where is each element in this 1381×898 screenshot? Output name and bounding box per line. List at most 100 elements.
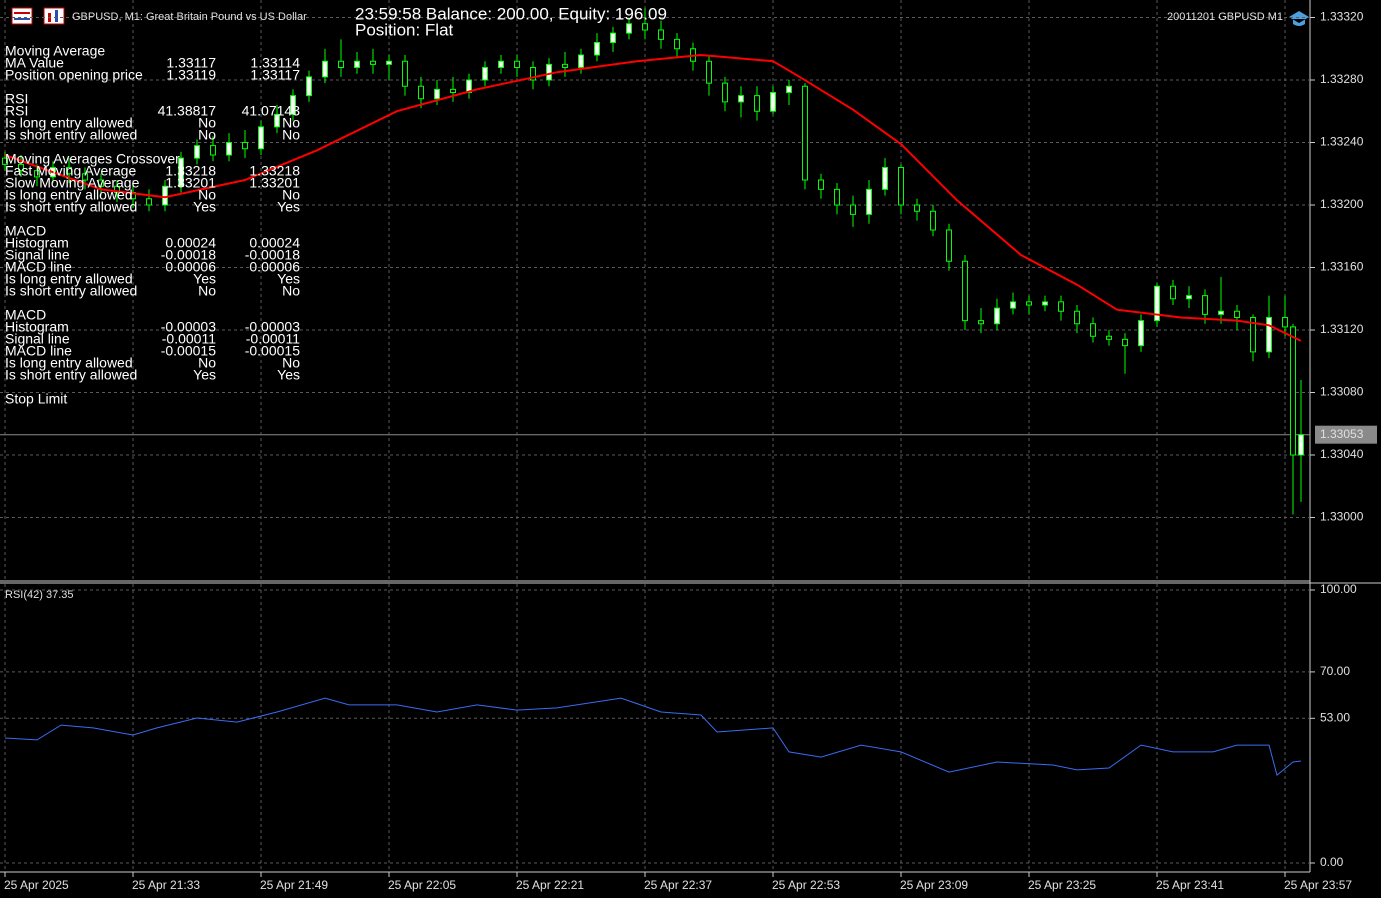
info-value: -0.00018: [245, 247, 300, 263]
info-group-title: Moving Averages Crossover: [5, 151, 180, 167]
info-value: 1.33218: [165, 163, 216, 179]
y-tick-label: 1.33000: [1320, 510, 1364, 524]
candle-body: [786, 85, 792, 93]
candle-body: [1106, 335, 1112, 340]
y-tick-label: 1.33240: [1320, 135, 1364, 149]
candle-body: [1042, 301, 1048, 306]
candle-body: [258, 126, 264, 150]
plot-layer: [0, 0, 1315, 877]
candle-body: [962, 260, 968, 322]
chart-icon-bar: [55, 10, 58, 22]
chart-icon: [43, 7, 65, 25]
candle-body: [898, 167, 904, 206]
info-value: 41.38817: [158, 103, 217, 119]
info-group-title: RSI: [5, 91, 28, 107]
x-tick-label: 25 Apr 22:21: [516, 878, 584, 892]
candle-body: [802, 85, 808, 181]
candle-body: [514, 60, 520, 68]
info-group-title: MACD: [5, 223, 46, 239]
candle-body: [194, 145, 200, 159]
candle-body: [882, 167, 888, 190]
x-tick-label: 25 Apr 22:37: [644, 878, 712, 892]
info-label: Histogram: [5, 235, 69, 251]
flag-stripe: [14, 12, 30, 14]
y-tick-label: 1.33080: [1320, 385, 1364, 399]
candle-body: [658, 29, 664, 40]
candle-body: [866, 188, 872, 215]
y-tick-label: 53.00: [1320, 710, 1350, 724]
candle-body: [434, 88, 440, 100]
symbol-title: GBPUSD, M1: Great Britain Pound vs US Do…: [72, 11, 307, 23]
info-value: 1.33117: [250, 67, 300, 83]
candle-body: [82, 173, 88, 181]
y-tick-label: 100.00: [1320, 582, 1357, 596]
rsi-title: RSI(42) 37.35: [5, 589, 73, 601]
flag-stripe: [14, 18, 30, 20]
info-value: No: [282, 127, 300, 143]
info-group-title: Moving Average: [5, 43, 105, 59]
candle-body: [402, 60, 408, 87]
info-label: Is long entry allowed: [5, 271, 133, 287]
y-tick-label: 1.33040: [1320, 447, 1364, 461]
position-status: Position: Flat: [355, 20, 454, 39]
x-tick-label: 25 Apr 21:33: [132, 878, 200, 892]
candle-body: [1170, 285, 1176, 300]
candle-body: [1218, 310, 1224, 315]
y-tick-label: 70.00: [1320, 664, 1350, 678]
info-label: MACD line: [5, 259, 72, 275]
info-value: No: [282, 115, 300, 131]
candle-body: [1186, 295, 1192, 300]
info-value: 1.33218: [249, 163, 300, 179]
info-value: Yes: [277, 199, 300, 215]
info-value: 41.07143: [242, 103, 301, 119]
candle-body: [146, 198, 152, 206]
account-status: 23:59:58 Balance: 200.00, Equity: 196.09: [355, 4, 667, 23]
candle-body: [930, 210, 936, 231]
info-group-title: Stop Limit: [5, 391, 67, 407]
candle-body: [114, 185, 120, 193]
info-value: Yes: [193, 199, 216, 215]
candle-body: [1010, 301, 1016, 309]
candle-body: [322, 60, 328, 78]
info-value: -0.00018: [161, 247, 216, 263]
info-label: Is short entry allowed: [5, 127, 137, 143]
info-value: -0.00015: [161, 343, 216, 359]
info-value: No: [282, 283, 300, 299]
candle-body: [1138, 320, 1144, 347]
x-tick-label: 25 Apr 22:05: [388, 878, 456, 892]
candle-body: [1058, 301, 1064, 312]
info-value: 0.00006: [249, 259, 300, 275]
candle-body: [1250, 317, 1256, 353]
candle-body: [722, 82, 728, 103]
candle-body: [2, 157, 8, 165]
candle-body: [210, 145, 216, 156]
rsi-line: [4, 697, 1302, 776]
y-tick-label: 0.00: [1320, 855, 1344, 869]
info-label: Signal line: [5, 331, 70, 347]
candle-body: [594, 42, 600, 56]
candle-body: [1234, 310, 1240, 318]
candle-body: [370, 60, 376, 65]
y-tick-label: 1.33200: [1320, 197, 1364, 211]
info-value: No: [198, 127, 216, 143]
candle-body: [34, 170, 40, 178]
candle-body: [242, 142, 248, 150]
info-value: No: [198, 355, 216, 371]
candle-body: [98, 179, 104, 187]
x-tick-label: 25 Apr 23:09: [900, 878, 968, 892]
current-price-label: 1.33053: [1320, 427, 1364, 441]
info-label: Is short entry allowed: [5, 367, 137, 383]
candle-body: [978, 320, 984, 325]
x-tick-label: 25 Apr 23:57: [1284, 878, 1352, 892]
info-value: 1.33114: [250, 55, 300, 71]
candle-body: [1074, 310, 1080, 325]
candle-body: [354, 60, 360, 68]
candle-body: [626, 23, 632, 34]
info-value: -0.00011: [246, 331, 300, 347]
candle-body: [338, 60, 344, 68]
candle-body: [770, 92, 776, 112]
candle-body: [1282, 317, 1288, 328]
expert-name: 20011201 GBPUSD M1: [1167, 11, 1283, 23]
current-price-box: [1315, 425, 1377, 444]
